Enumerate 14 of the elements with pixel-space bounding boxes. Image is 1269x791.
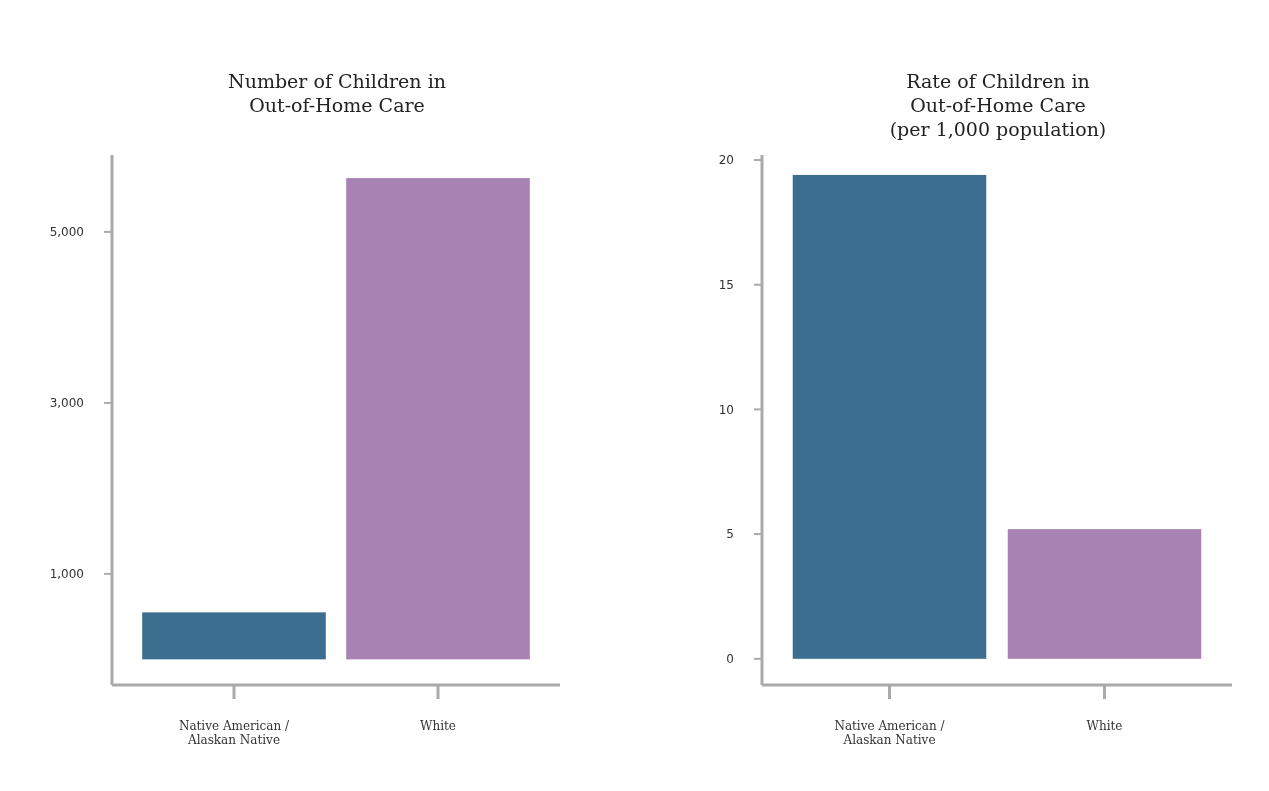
y-tick-label: 5 [726,527,734,542]
y-tick-label: 0 [726,652,734,667]
y-tick-label: 20 [718,153,734,168]
x-tick-label: White [420,719,456,733]
y-tick-label: 15 [718,277,734,292]
x-tick-label: Native American / Alaskan Native [834,719,946,747]
x-tick-label: Native American / Alaskan Native [178,719,291,747]
chart-title: Rate of Children in Out-of-Home Care (per 1,000 population) [889,70,1107,140]
chart-title: Number of Children in Out-of-Home Care [228,70,446,116]
y-tick-label: 1,000 [49,567,84,582]
y-tick-label: 5,000 [49,225,84,240]
x-tick-label: White [1086,719,1123,733]
y-tick-label: 10 [718,402,734,417]
y-tick-label: 3,000 [49,396,84,411]
